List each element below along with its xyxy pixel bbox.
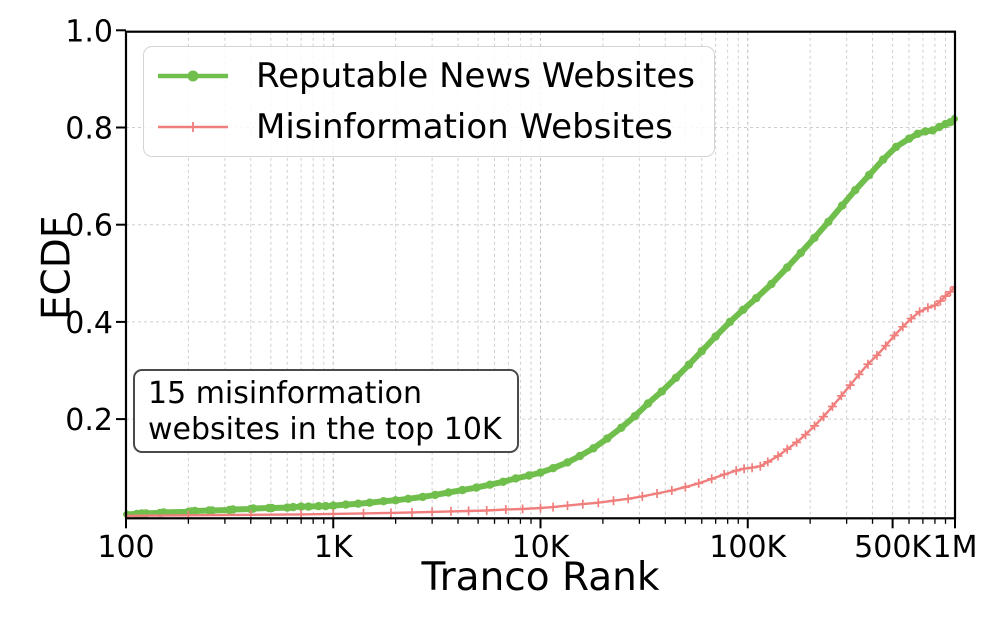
annotation-line-1: 15 misinformation [148, 376, 423, 411]
x-axis-label: Tranco Rank [421, 555, 660, 600]
x-tick-label: 500K [854, 530, 932, 565]
x-tick-label: 1M [933, 530, 978, 565]
annotation-line-2: websites in the top 10K [148, 412, 502, 447]
x-tick-label: 10K [512, 530, 571, 565]
legend-label-misinformation: Misinformation Websites [256, 106, 673, 147]
legend-line-circle-icon [158, 70, 228, 81]
legend-label-reputable: Reputable News Websites [256, 55, 695, 96]
y-tick-label: 0.6 [65, 209, 113, 244]
annotation-box: 15 misinformation websites in the top 10… [133, 369, 519, 453]
legend: Reputable News Websites Misinformation W… [143, 46, 715, 157]
y-tick-label: 0.2 [65, 403, 113, 438]
x-tick-label: 1K [314, 530, 354, 565]
series-line [123, 115, 958, 518]
x-tick-label: 100K [709, 530, 787, 565]
y-axis-label: ECDF [34, 215, 80, 321]
legend-line-plus-icon [158, 121, 228, 132]
y-tick-label: 0.4 [65, 306, 113, 341]
x-tick-label: 100 [97, 530, 154, 565]
legend-item-misinformation: Misinformation Websites [144, 101, 714, 152]
y-tick-label: 1.0 [65, 14, 113, 49]
series-line [124, 285, 957, 517]
y-tick-label: 0.8 [65, 112, 113, 147]
legend-item-reputable: Reputable News Websites [144, 50, 714, 101]
